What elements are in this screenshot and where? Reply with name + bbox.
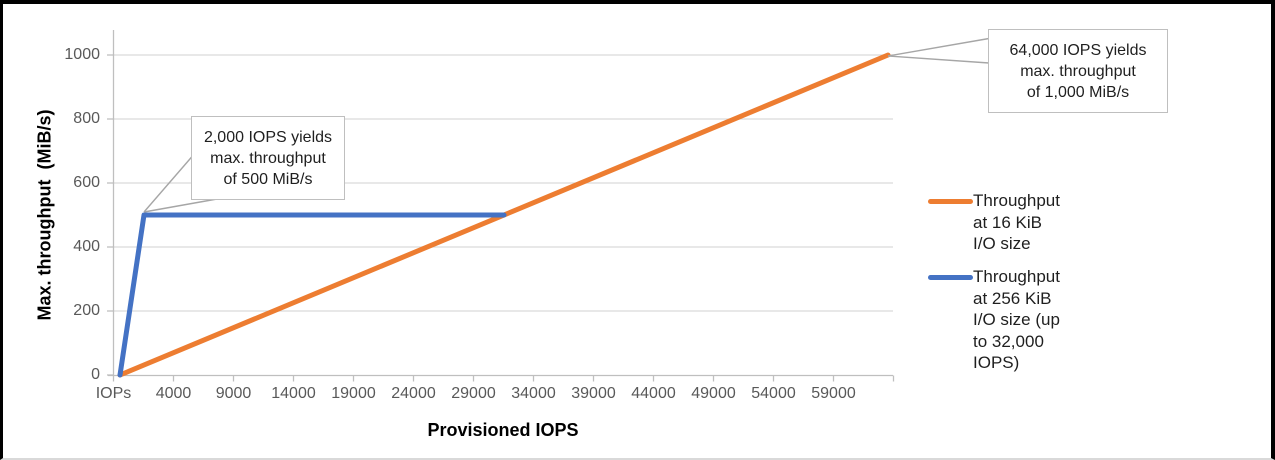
x-tick-label: 19000	[331, 385, 376, 402]
legend-marker-orange-line	[928, 199, 973, 204]
annotation-leader-line	[887, 55, 990, 64]
annotation-callout-1000mibs: 64,000 IOPS yields max. throughput of 1,…	[988, 29, 1168, 113]
legend-label: Throughput at 256 KiB I/O size (up to 32…	[973, 267, 1060, 372]
y-tick-label: 0	[91, 366, 100, 383]
x-tick-label: 44000	[631, 385, 676, 402]
x-tick-label: 34000	[511, 385, 556, 402]
legend-item-256kib: Throughput at 256 KiB I/O size (up to 32…	[928, 266, 1060, 374]
legend-item-16kib: Throughput at 16 KiB I/O size	[928, 190, 1060, 255]
y-tick-label: 200	[73, 302, 100, 319]
y-tick-label: 600	[73, 174, 100, 191]
annotation-callout-500mibs: 2,000 IOPS yields max. throughput of 500…	[191, 116, 345, 200]
x-tick-label: 24000	[391, 385, 436, 402]
annotation-leader-line	[887, 37, 990, 57]
x-tick-label: IOPs	[95, 385, 132, 402]
y-tick-label: 1000	[64, 46, 100, 63]
x-tick-label: 9000	[215, 385, 252, 402]
x-tick-label: 49000	[691, 385, 736, 402]
legend-marker-blue-line	[928, 275, 973, 280]
x-tick-label: 29000	[451, 385, 496, 402]
legend-label: Throughput at 16 KiB I/O size	[973, 191, 1060, 253]
annotation-leader-line	[143, 155, 194, 213]
y-tick-label: 400	[73, 238, 100, 255]
x-tick-label: 59000	[811, 385, 856, 402]
y-tick-label: 800	[73, 110, 100, 127]
x-tick-label: 39000	[571, 385, 616, 402]
x-tick-label: 14000	[271, 385, 316, 402]
y-axis-title: Max. throughput (MiB/s)	[34, 109, 55, 321]
x-tick-label: 54000	[751, 385, 796, 402]
series-line-1	[117, 212, 507, 378]
annotation-leader-line	[143, 198, 218, 213]
x-tick-label: 4000	[155, 385, 192, 402]
x-axis-title: Provisioned IOPS	[427, 420, 579, 440]
